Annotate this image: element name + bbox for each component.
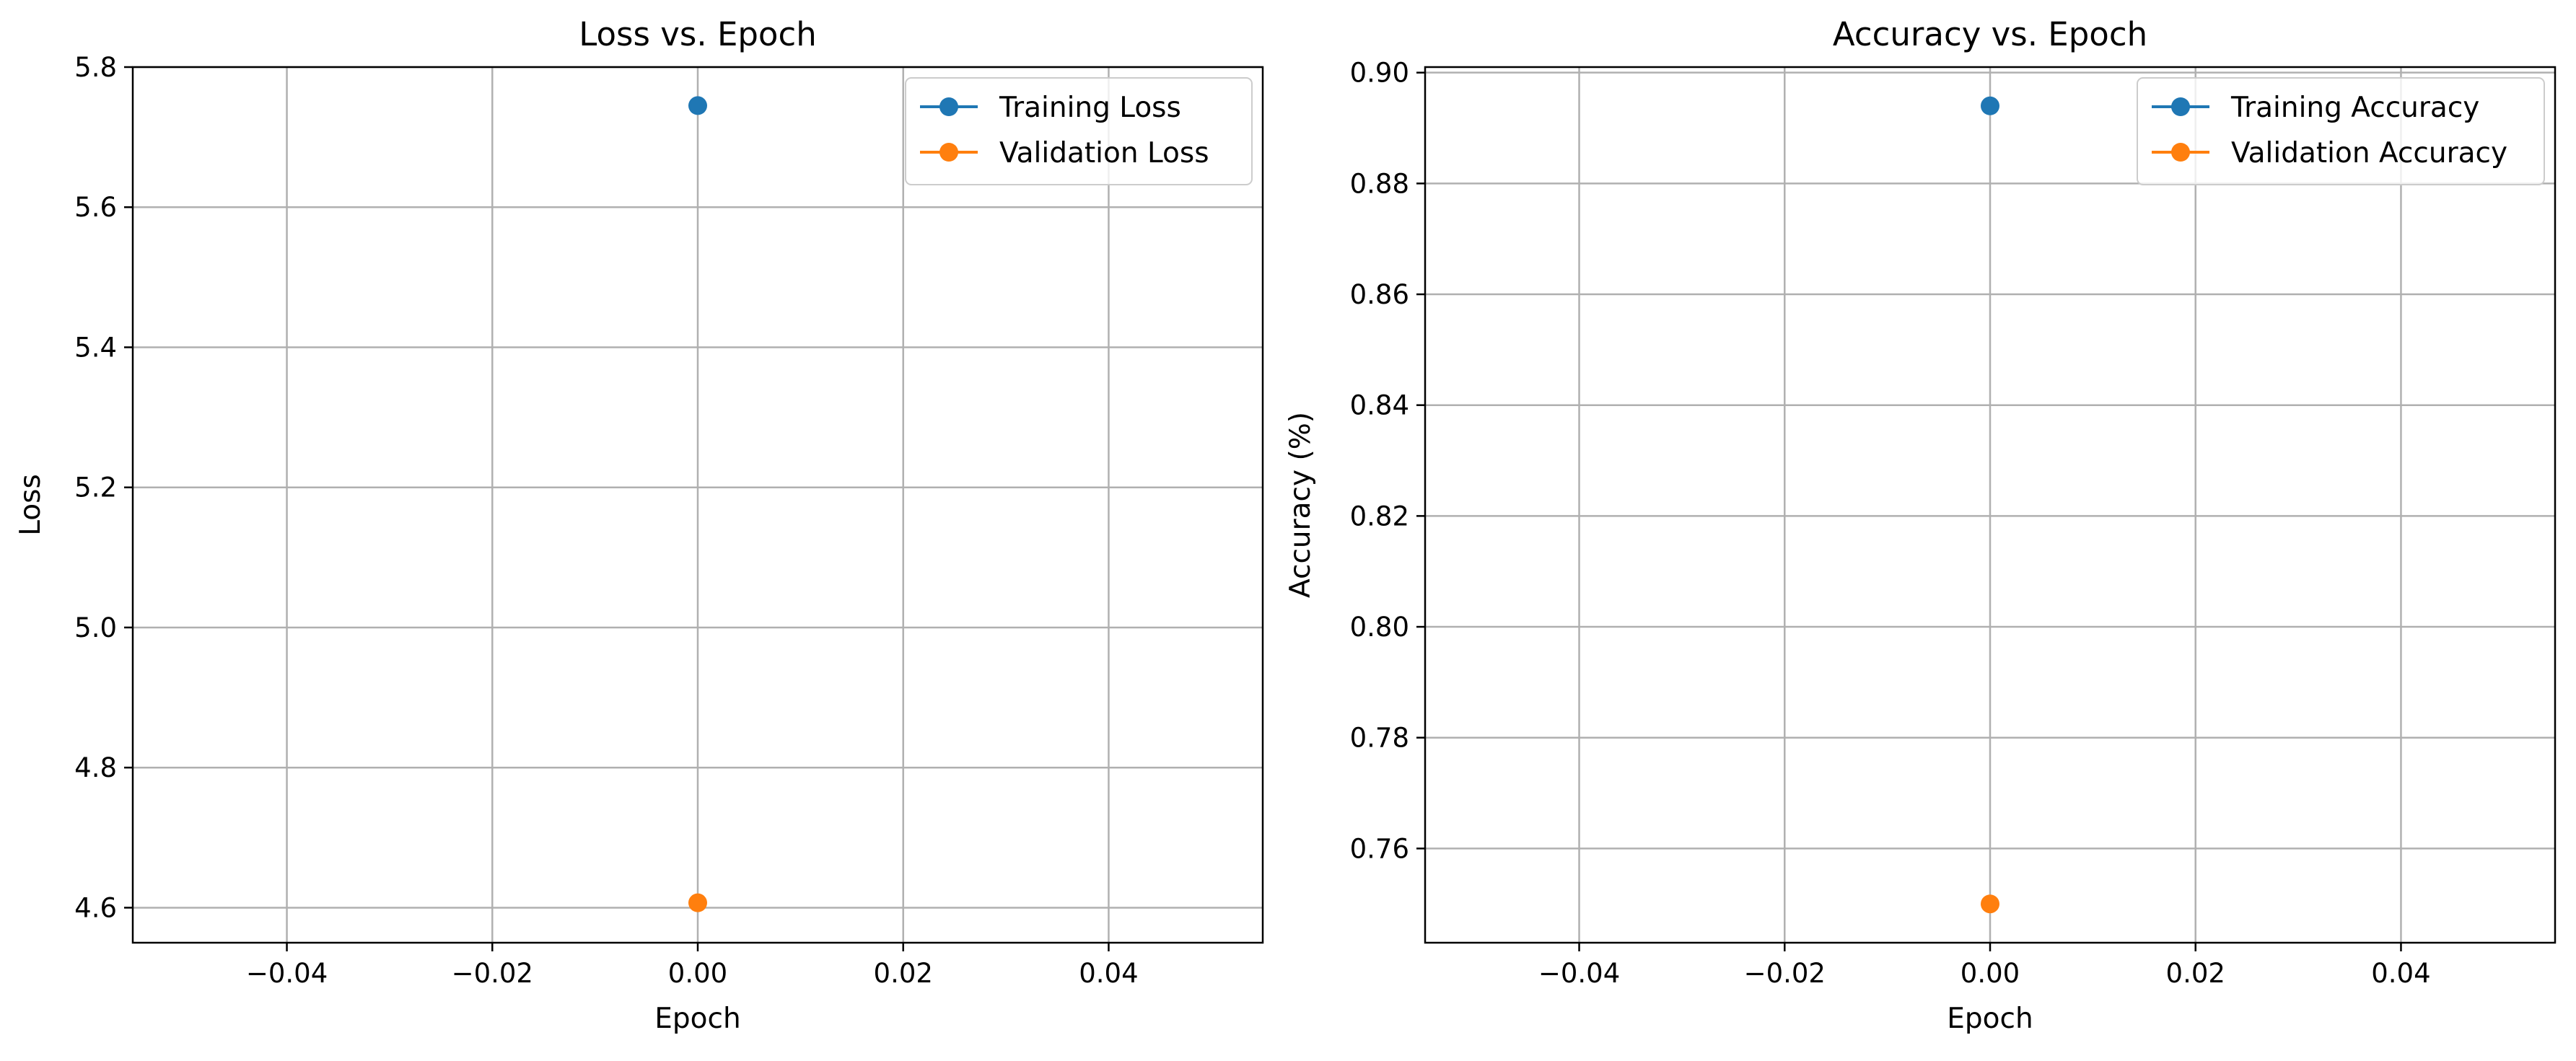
y-tick-label: 5.0 xyxy=(74,612,117,643)
legend-label: Training Loss xyxy=(999,92,1181,124)
validation-loss-point xyxy=(688,893,707,912)
y-tick-label: 0.78 xyxy=(1350,723,1409,754)
y-axis-label: Accuracy (%) xyxy=(1284,412,1317,598)
legend-marker xyxy=(2171,143,2190,162)
y-tick-label: 5.6 xyxy=(74,192,117,223)
legend-label: Training Accuracy xyxy=(2230,92,2479,124)
y-tick-label: 4.8 xyxy=(74,752,117,783)
legend-label: Validation Accuracy xyxy=(2231,137,2507,170)
chart-title: Loss vs. Epoch xyxy=(579,15,816,53)
legend-box xyxy=(2137,77,2545,185)
legend-marker xyxy=(939,143,958,162)
training-loss-point xyxy=(688,96,707,115)
y-tick-label: 0.86 xyxy=(1350,279,1409,310)
x-tick-label: −0.02 xyxy=(1744,958,1826,989)
legend-label: Validation Loss xyxy=(999,137,1209,170)
validation-accuracy-point xyxy=(1981,894,1999,914)
x-axis-label: Epoch xyxy=(654,1003,740,1035)
x-tick-label: 0.04 xyxy=(1079,958,1138,989)
y-tick-label: 5.4 xyxy=(74,332,117,363)
y-tick-label: 5.2 xyxy=(74,472,117,503)
legend-marker xyxy=(2171,97,2190,116)
y-tick-label: 0.88 xyxy=(1350,168,1409,199)
x-tick-label: 0.00 xyxy=(668,958,727,989)
axes-frame xyxy=(1424,66,2557,944)
axes-frame xyxy=(131,66,1264,944)
x-tick-label: −0.02 xyxy=(452,958,533,989)
x-tick-label: 0.04 xyxy=(2371,958,2430,989)
x-tick-label: −0.04 xyxy=(1538,958,1620,989)
legend: Training Loss Validation Loss xyxy=(905,77,1253,185)
y-tick-label: 0.76 xyxy=(1350,833,1409,864)
legend: Training Accuracy Validation Accuracy xyxy=(2137,77,2545,185)
y-tick-label: 4.6 xyxy=(74,892,117,923)
x-tick-label: 0.00 xyxy=(1961,958,2020,989)
x-axis-label: Epoch xyxy=(1947,1003,2033,1035)
x-tick-label: −0.04 xyxy=(246,958,328,989)
x-tick-label: 0.02 xyxy=(874,958,933,989)
x-tick-label: 0.02 xyxy=(2166,958,2225,989)
y-tick-label: 5.8 xyxy=(74,52,117,83)
y-tick-label: 0.80 xyxy=(1350,612,1409,643)
y-axis-label: Loss xyxy=(14,474,47,536)
y-tick-label: 0.84 xyxy=(1350,390,1409,421)
y-tick-label: 0.82 xyxy=(1350,501,1409,532)
legend-marker xyxy=(939,97,958,116)
legend-box xyxy=(905,77,1253,185)
training-accuracy-point xyxy=(1981,96,1999,115)
chart-title: Accuracy vs. Epoch xyxy=(1833,15,2147,53)
y-tick-label: 0.90 xyxy=(1350,58,1409,89)
loss-plot: −0.04 −0.02 0.00 0.02 0.04 4.6 4.8 5.0 5.2 5.4 5.6… xyxy=(14,15,1264,1035)
accuracy-plot: −0.04 −0.02 0.00 0.02 0.04 0.76 0.78 0.80 0.82 0.… xyxy=(1284,15,2557,1035)
